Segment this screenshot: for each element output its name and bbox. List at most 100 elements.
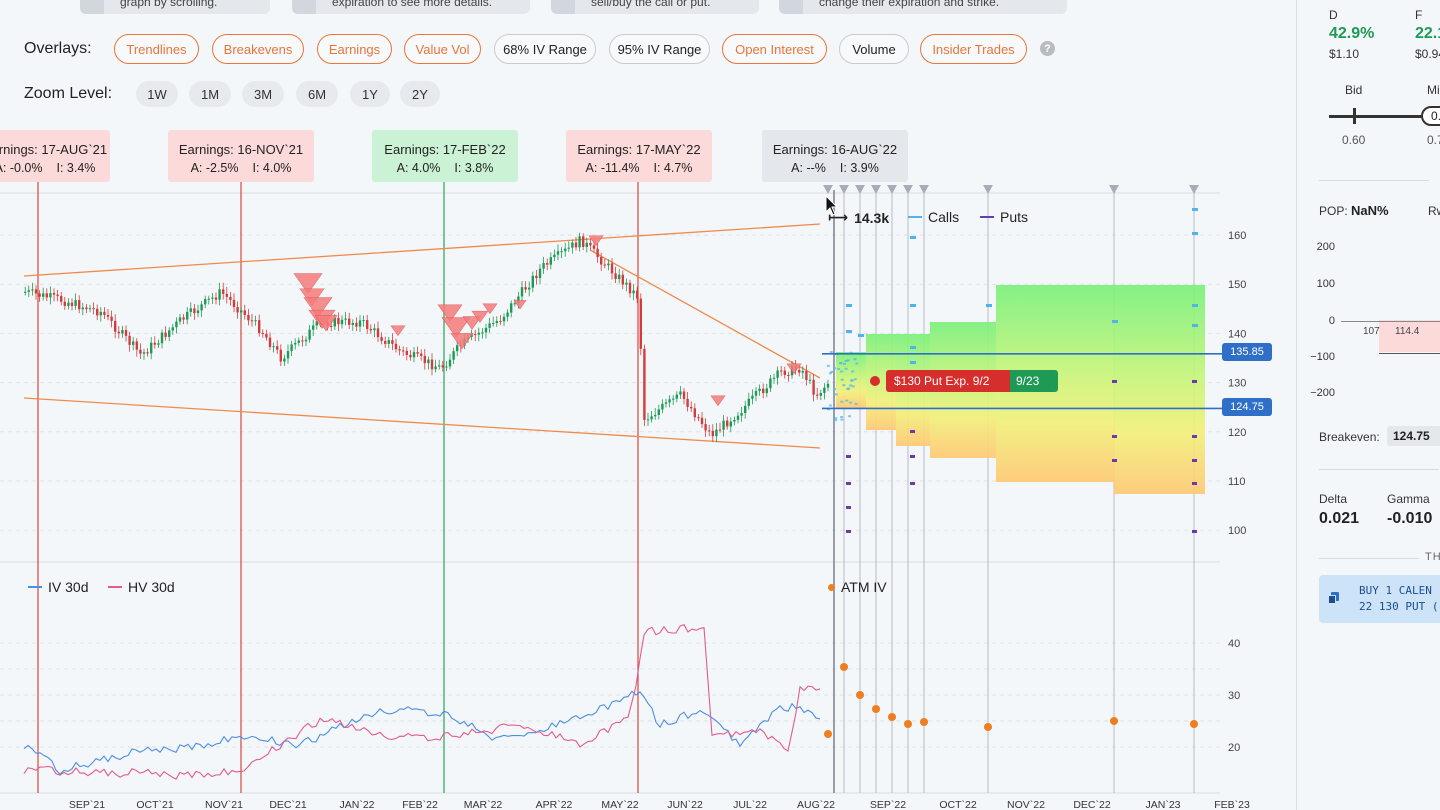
probability-zone bbox=[1114, 285, 1205, 494]
candle-body bbox=[330, 325, 333, 327]
overlay-chip-value-vol[interactable]: Value Vol bbox=[404, 34, 481, 64]
calls-legend[interactable]: Calls bbox=[908, 209, 959, 225]
zoom-6m[interactable]: 6M bbox=[296, 81, 338, 107]
candle-body bbox=[34, 289, 38, 294]
x-axis-tick: OCT`21 bbox=[136, 799, 174, 810]
expiry-marker bbox=[919, 185, 929, 194]
call-open-interest bbox=[849, 351, 853, 354]
call-open-interest bbox=[829, 351, 833, 354]
earnings-card[interactable]: Earnings: 17-MAY`22 A: -11.4% I: 4.7% bbox=[566, 130, 712, 182]
earnings-implied: I: 3.9% bbox=[839, 161, 879, 175]
candle-body bbox=[772, 377, 776, 379]
pl-x-label: 107 bbox=[1363, 326, 1380, 337]
overlay-chip-earnings[interactable]: Earnings bbox=[317, 34, 392, 64]
call-open-interest bbox=[842, 384, 846, 387]
atm-iv-point bbox=[856, 691, 864, 699]
candle-body bbox=[279, 349, 282, 362]
order-box[interactable]: BUY 1 CALEN 22 130 PUT ( bbox=[1319, 575, 1440, 623]
candle-body bbox=[139, 349, 142, 354]
overlay-chip-open-interest[interactable]: Open Interest bbox=[722, 34, 827, 64]
candle-body bbox=[351, 322, 354, 325]
zoom-1m[interactable]: 1M bbox=[189, 81, 231, 107]
x-axis-tick: APR`22 bbox=[536, 799, 573, 810]
x-axis-tick: OCT`22 bbox=[939, 799, 977, 810]
candle-body bbox=[495, 320, 498, 324]
candle-body bbox=[304, 339, 308, 342]
candle-body bbox=[474, 334, 477, 336]
call-open-interest bbox=[853, 378, 857, 381]
insider-trade-marker bbox=[482, 303, 498, 315]
candle-body bbox=[826, 383, 830, 388]
price-iv-chart[interactable]: 160 150 140 130 120 110 100 40 30 20 SEP`21 OCT`21… bbox=[0, 0, 1296, 810]
call-open-interest bbox=[855, 362, 859, 365]
insider-trade-marker bbox=[710, 395, 726, 407]
iv-y-tick: 30 bbox=[1228, 690, 1240, 702]
iv-legend[interactable]: IV 30d bbox=[28, 579, 88, 595]
candle-body bbox=[679, 391, 682, 395]
atm-legend[interactable]: ATM IV bbox=[828, 579, 887, 595]
zoom-1y[interactable]: 1Y bbox=[350, 81, 390, 107]
earnings-card[interactable]: Earnings: 17-FEB`22 A: 4.0% I: 3.8% bbox=[372, 130, 518, 182]
candle-body bbox=[232, 299, 236, 308]
call-open-interest bbox=[839, 362, 843, 365]
insider-trade-marker bbox=[303, 297, 333, 318]
candle-body bbox=[402, 350, 405, 352]
put-open-interest bbox=[910, 482, 915, 485]
earnings-implied: I: 4.0% bbox=[252, 161, 292, 175]
earnings-title: Earnings: 16-NOV`21 bbox=[178, 142, 304, 157]
price-slider-bid-tick[interactable] bbox=[1353, 108, 1356, 124]
candle-body bbox=[686, 398, 689, 407]
overlay-chip-68-iv-range[interactable]: 68% IV Range bbox=[494, 34, 596, 64]
tip-text: graph by scrolling. bbox=[120, 0, 218, 9]
candle-body bbox=[398, 349, 401, 351]
price-slider-handle[interactable]: 0.7 bbox=[1421, 106, 1440, 126]
overlay-chip-trendlines[interactable]: Trendlines bbox=[114, 34, 199, 64]
zoom-3m[interactable]: 3M bbox=[242, 81, 284, 107]
candle-body bbox=[24, 291, 27, 293]
candle-body bbox=[560, 251, 563, 253]
insider-trade-marker bbox=[471, 310, 489, 323]
zoom-2y[interactable]: 2Y bbox=[400, 81, 440, 107]
candle-body bbox=[337, 317, 340, 325]
candle-body bbox=[394, 343, 398, 350]
trade-expiry-label[interactable]: 9/23 bbox=[1010, 370, 1058, 392]
earnings-card[interactable]: Earnings: 17-AUG`21 A: -0.0% I: 3.4% bbox=[0, 130, 110, 182]
call-open-interest bbox=[830, 370, 834, 373]
puts-legend[interactable]: Puts bbox=[980, 209, 1028, 225]
earnings-card[interactable]: Earnings: 16-NOV`21 A: -2.5% I: 4.0% bbox=[168, 130, 314, 182]
candle-body bbox=[355, 322, 358, 327]
iv-y-tick: 20 bbox=[1228, 742, 1240, 754]
col-f-label: F bbox=[1415, 8, 1423, 22]
trade-put-label[interactable]: $130 Put Exp. 9/2 bbox=[886, 370, 1010, 392]
candle-body bbox=[506, 312, 509, 317]
candle-body bbox=[542, 263, 545, 269]
candle-body bbox=[348, 318, 351, 325]
candle-body bbox=[409, 354, 412, 358]
iv-swatch bbox=[28, 586, 42, 588]
hv-legend[interactable]: HV 30d bbox=[108, 579, 175, 595]
earnings-actual: A: --% bbox=[791, 161, 826, 175]
overlay-chip-insider-trades[interactable]: Insider Trades bbox=[920, 34, 1027, 64]
overlay-chip-95-iv-range[interactable]: 95% IV Range bbox=[609, 34, 710, 64]
put-open-interest bbox=[1112, 459, 1117, 462]
overlay-chip-breakevens[interactable]: Breakevens bbox=[212, 34, 304, 64]
expiry-marker bbox=[1109, 185, 1119, 194]
trendline-resistance bbox=[589, 249, 821, 379]
copy-icon[interactable] bbox=[1328, 592, 1340, 604]
candle-body bbox=[456, 345, 459, 352]
x-axis-tick: MAY`22 bbox=[601, 799, 638, 810]
volume-value: 14.3k bbox=[854, 209, 890, 226]
earnings-actual: A: 4.0% bbox=[396, 161, 441, 175]
put-open-interest bbox=[1112, 380, 1117, 383]
insider-trade-marker bbox=[293, 273, 323, 294]
call-open-interest bbox=[840, 418, 844, 421]
zoom-1w[interactable]: 1W bbox=[136, 81, 178, 107]
price-slider-track[interactable] bbox=[1329, 115, 1440, 118]
candle-body bbox=[531, 275, 534, 288]
candle-body bbox=[160, 332, 164, 344]
candle-body bbox=[150, 342, 153, 354]
candle-body bbox=[769, 378, 772, 389]
help-icon[interactable]: ? bbox=[1040, 41, 1055, 56]
overlay-chip-volume[interactable]: Volume bbox=[839, 34, 909, 64]
earnings-card[interactable]: Earnings: 16-AUG`22 A: --% I: 3.9% bbox=[762, 130, 908, 182]
